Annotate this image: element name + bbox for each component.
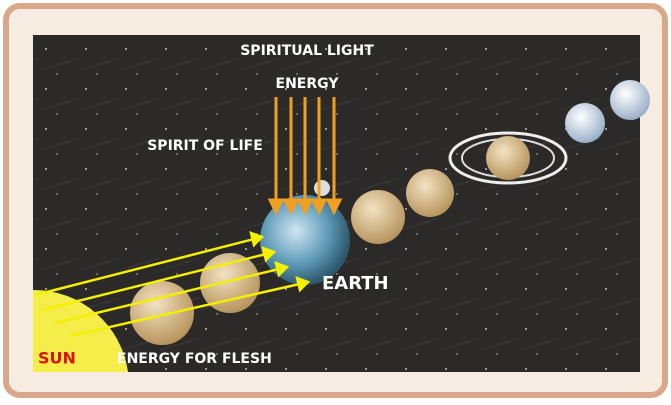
label: EARTH xyxy=(322,273,389,294)
label: ENERGY xyxy=(276,76,340,92)
illustration: SPIRITUAL LIGHT ENERGY SPIRIT OF LIFE EA… xyxy=(0,0,671,401)
planet xyxy=(406,169,454,217)
moon xyxy=(314,180,330,196)
label: SUN xyxy=(38,349,76,368)
label: SPIRITUAL LIGHT xyxy=(240,43,374,59)
saturn xyxy=(486,136,530,180)
planet xyxy=(565,103,605,143)
label: ENERGY FOR FLESH xyxy=(117,351,272,367)
planet xyxy=(610,80,650,120)
label: SPIRIT OF LIFE xyxy=(147,138,263,154)
planet xyxy=(351,190,405,244)
